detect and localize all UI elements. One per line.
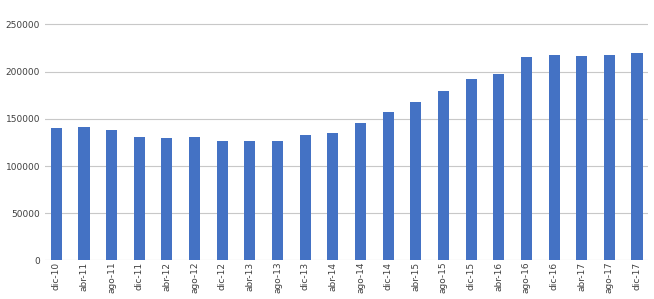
Bar	[383, 112, 394, 260]
Bar	[300, 135, 311, 260]
Bar	[410, 102, 421, 260]
Bar	[355, 123, 366, 260]
Bar	[78, 127, 90, 260]
Bar	[632, 53, 642, 260]
Bar	[51, 128, 62, 260]
Bar	[216, 141, 228, 260]
Bar	[521, 57, 532, 260]
Bar	[466, 79, 477, 260]
Bar	[438, 91, 449, 260]
Bar	[327, 133, 338, 260]
Bar	[549, 55, 560, 260]
Bar	[604, 55, 615, 260]
Bar	[106, 130, 117, 260]
Bar	[162, 138, 173, 260]
Bar	[272, 141, 283, 260]
Bar	[189, 137, 200, 260]
Bar	[245, 141, 256, 260]
Bar	[493, 74, 504, 260]
Bar	[134, 137, 145, 260]
Bar	[576, 56, 587, 260]
